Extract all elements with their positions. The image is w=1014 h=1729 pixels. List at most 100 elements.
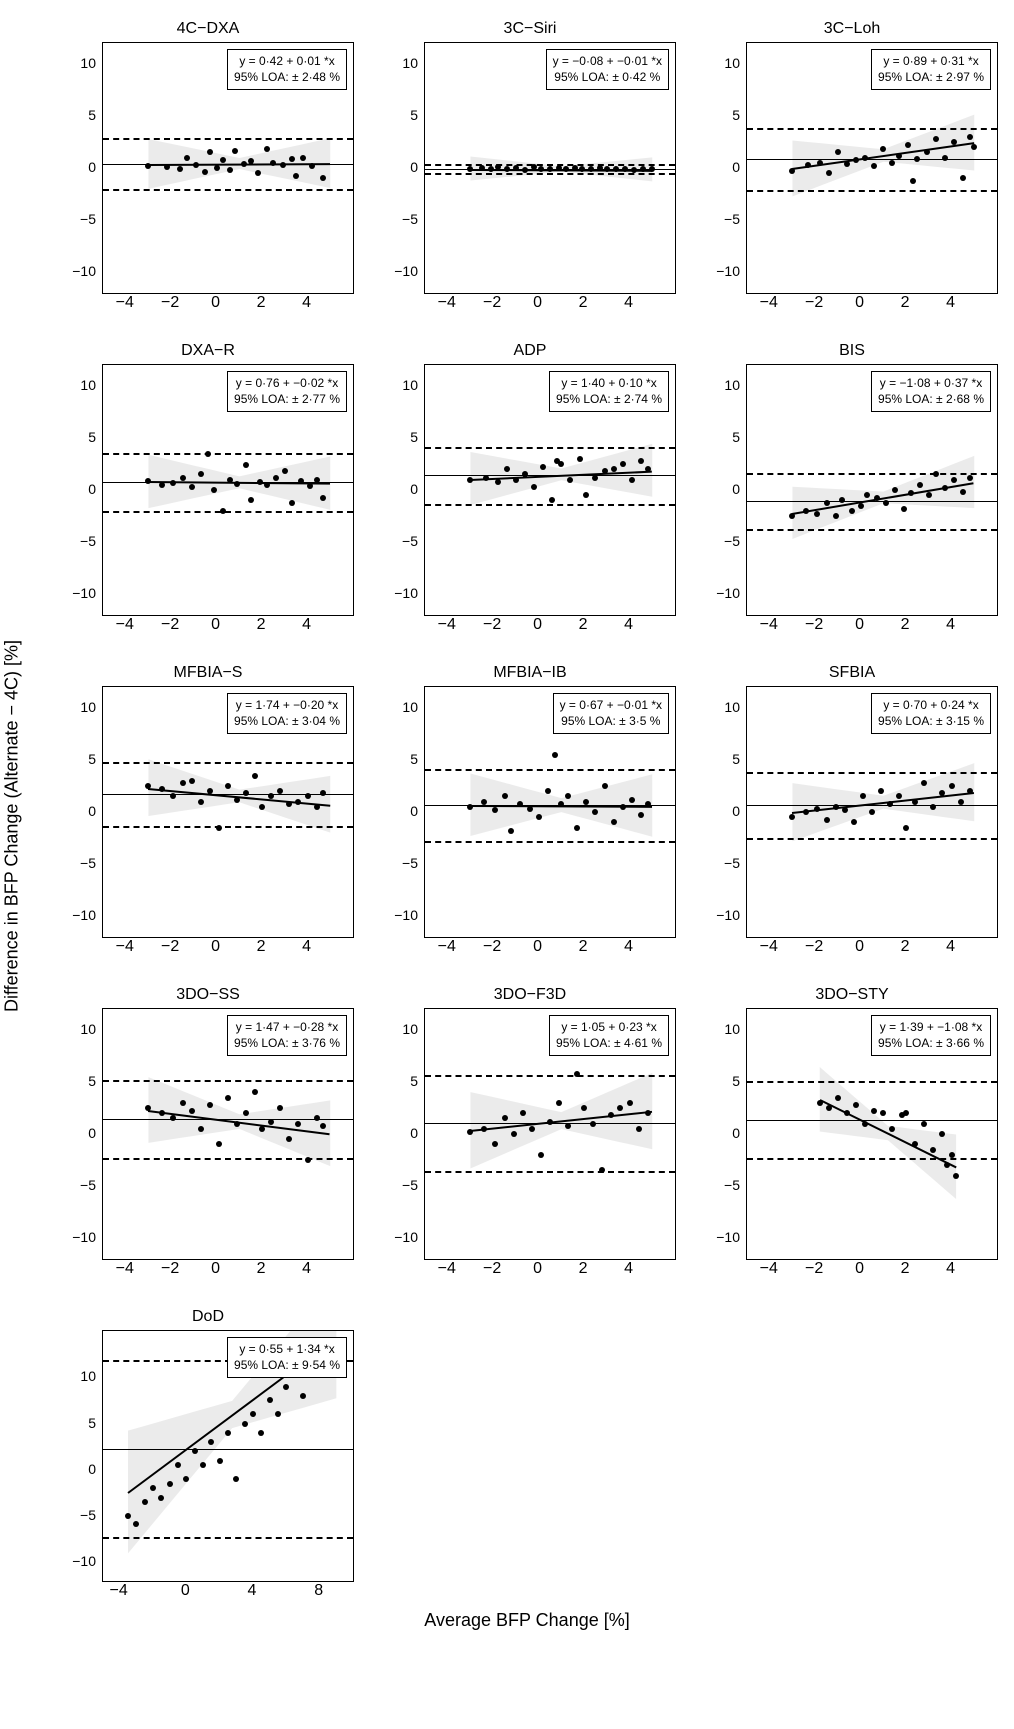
scatter-point [933, 471, 939, 477]
scatter-point [960, 489, 966, 495]
x-tick-label: −2 [805, 1260, 823, 1278]
scatter-point [563, 166, 569, 172]
scatter-point [529, 1126, 535, 1132]
x-tick-label: 2 [901, 294, 910, 312]
scatter-point [502, 793, 508, 799]
panel-grid: 4C−DXA1050−5−10y = 0·42 + 0·01 *x95% LOA… [62, 20, 992, 1600]
scatter-point [611, 819, 617, 825]
x-tick-label: 2 [257, 294, 266, 312]
scatter-point [849, 508, 855, 514]
scatter-point [604, 166, 610, 172]
scatter-point [159, 1110, 165, 1116]
scatter-point [960, 175, 966, 181]
loa-text: 95% LOA: ± 4·61 % [556, 1036, 662, 1052]
y-tick-label: −10 [394, 1230, 418, 1244]
x-axis-label: Average BFP Change [%] [62, 1610, 992, 1631]
scatter-point [517, 801, 523, 807]
chart-panel: 3DO−F3D1050−5−10y = 1·05 + 0·23 *x95% LO… [384, 986, 676, 1278]
mean-line [747, 1120, 997, 1121]
y-tick-label: −10 [716, 586, 740, 600]
scatter-point [556, 165, 562, 171]
chart-panel: DXA−R1050−5−10y = 0·76 + −0·02 *x95% LOA… [62, 342, 354, 634]
scatter-point [805, 162, 811, 168]
loa-line [747, 772, 997, 774]
scatter-point [910, 178, 916, 184]
panel-title: 4C−DXA [177, 20, 240, 38]
scatter-point [905, 142, 911, 148]
x-tick-label: 4 [302, 294, 311, 312]
scatter-point [853, 1102, 859, 1108]
scatter-point [789, 168, 795, 174]
loa-line [747, 473, 997, 475]
scatter-point [622, 166, 628, 172]
x-tick-label: −4 [116, 938, 134, 956]
scatter-point [241, 161, 247, 167]
scatter-point [826, 170, 832, 176]
x-tick-label: 0 [211, 616, 220, 634]
chart-panel: ADP1050−5−10y = 1·40 + 0·10 *x95% LOA: ±… [384, 342, 676, 634]
scatter-point [282, 468, 288, 474]
y-tick-label: 0 [88, 482, 96, 496]
scatter-point [502, 1115, 508, 1121]
scatter-point [599, 1167, 605, 1173]
scatter-point [880, 1110, 886, 1116]
scatter-point [581, 1105, 587, 1111]
scatter-point [504, 166, 510, 172]
x-tick-label: −4 [760, 294, 778, 312]
scatter-point [567, 477, 573, 483]
scatter-point [579, 166, 585, 172]
scatter-point [175, 1462, 181, 1468]
scatter-point [592, 809, 598, 815]
scatter-point [558, 801, 564, 807]
y-tick-label: −10 [716, 1230, 740, 1244]
y-axis-label: Difference in BFP Change (Alternate − 4C… [2, 639, 23, 1011]
scatter-point [286, 801, 292, 807]
plot-area: y = 0·42 + 0·01 *x95% LOA: ± 2·48 % [102, 42, 354, 294]
scatter-point [608, 1112, 614, 1118]
equation-text: y = 1·40 + 0·10 *x [556, 376, 662, 392]
scatter-point [971, 144, 977, 150]
y-tick-label: 0 [410, 160, 418, 174]
scatter-point [320, 495, 326, 501]
loa-text: 95% LOA: ± 9·54 % [234, 1358, 340, 1374]
scatter-point [479, 165, 485, 171]
scatter-point [205, 451, 211, 457]
annotation-box: y = 1·05 + 0·23 *x95% LOA: ± 4·61 % [549, 1015, 669, 1056]
x-tick-label: 0 [533, 294, 542, 312]
y-tick-label: −5 [724, 856, 740, 870]
scatter-point [234, 481, 240, 487]
loa-line [747, 1158, 997, 1160]
plot-area: y = 1·47 + −0·28 *x95% LOA: ± 3·76 % [102, 1008, 354, 1260]
scatter-point [305, 793, 311, 799]
x-tick-label: 4 [624, 1260, 633, 1278]
loa-line [103, 138, 353, 140]
scatter-point [817, 160, 823, 166]
scatter-point [577, 456, 583, 462]
x-tick-label: −2 [161, 616, 179, 634]
scatter-point [298, 478, 304, 484]
x-tick-label: 2 [257, 1260, 266, 1278]
panel-title: SFBIA [829, 664, 875, 682]
x-tick-label: 2 [901, 1260, 910, 1278]
scatter-point [638, 812, 644, 818]
loa-line [747, 838, 997, 840]
scatter-point [880, 146, 886, 152]
scatter-point [520, 1110, 526, 1116]
plot-area: y = 0·55 + 1·34 *x95% LOA: ± 9·54 % [102, 1330, 354, 1582]
y-tick-label: 5 [88, 1074, 96, 1088]
scatter-point [280, 162, 286, 168]
y-tick-label: −5 [402, 856, 418, 870]
y-tick-label: 5 [410, 430, 418, 444]
x-tick-label: −4 [760, 938, 778, 956]
scatter-point [145, 163, 151, 169]
scatter-point [243, 462, 249, 468]
scatter-point [307, 483, 313, 489]
scatter-point [225, 783, 231, 789]
loa-line [425, 447, 675, 449]
loa-line [103, 511, 353, 513]
scatter-point [789, 814, 795, 820]
y-tick-label: 5 [88, 1416, 96, 1430]
chart-panel: SFBIA1050−5−10y = 0·70 + 0·24 *x95% LOA:… [706, 664, 998, 956]
scatter-point [583, 492, 589, 498]
loa-text: 95% LOA: ± 2·74 % [556, 392, 662, 408]
